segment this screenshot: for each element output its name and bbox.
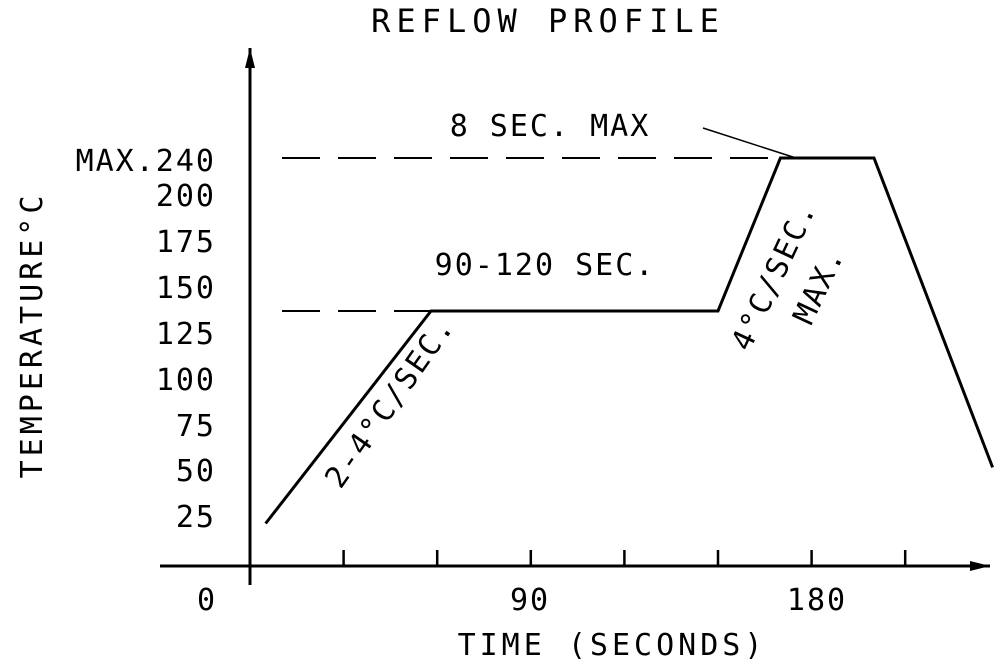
y-tick-label-50: 50 bbox=[176, 454, 216, 489]
y-tick-label-125: 125 bbox=[156, 317, 216, 352]
x-tick-label-90: 90 bbox=[510, 583, 550, 618]
chart-title: REFLOW PROFILE bbox=[371, 2, 725, 40]
annotation-8-sec-max: 8 SEC. MAX bbox=[450, 109, 651, 144]
y-tick-label-25: 25 bbox=[176, 500, 216, 535]
y-axis-label: TEMPERATURE°C bbox=[15, 192, 50, 479]
x-axis-label: TIME (SECONDS) bbox=[458, 628, 767, 663]
x-tick-marks bbox=[342, 550, 907, 566]
x-tick-label-0: 0 bbox=[197, 583, 217, 618]
y-tick-label-100: 100 bbox=[156, 363, 216, 398]
y-tick-label-max-240: MAX.240 bbox=[76, 144, 216, 179]
annotation-leader-line bbox=[702, 127, 797, 159]
x-tick-labels: 0 90 180 bbox=[197, 583, 847, 618]
y-tick-label-150: 150 bbox=[156, 271, 216, 306]
annotation-ramp-rate: 2-4°C/SEC. bbox=[318, 310, 462, 494]
y-tick-labels: 25 50 75 100 125 150 175 200 MAX.240 bbox=[76, 144, 216, 535]
y-tick-label-200: 200 bbox=[156, 179, 216, 214]
temperature-profile-line bbox=[264, 156, 994, 525]
x-tick-label-180: 180 bbox=[787, 583, 847, 618]
y-tick-label-75: 75 bbox=[176, 409, 216, 444]
annotation-90-120-sec: 90-120 SEC. bbox=[435, 248, 656, 283]
y-tick-label-175: 175 bbox=[156, 225, 216, 260]
